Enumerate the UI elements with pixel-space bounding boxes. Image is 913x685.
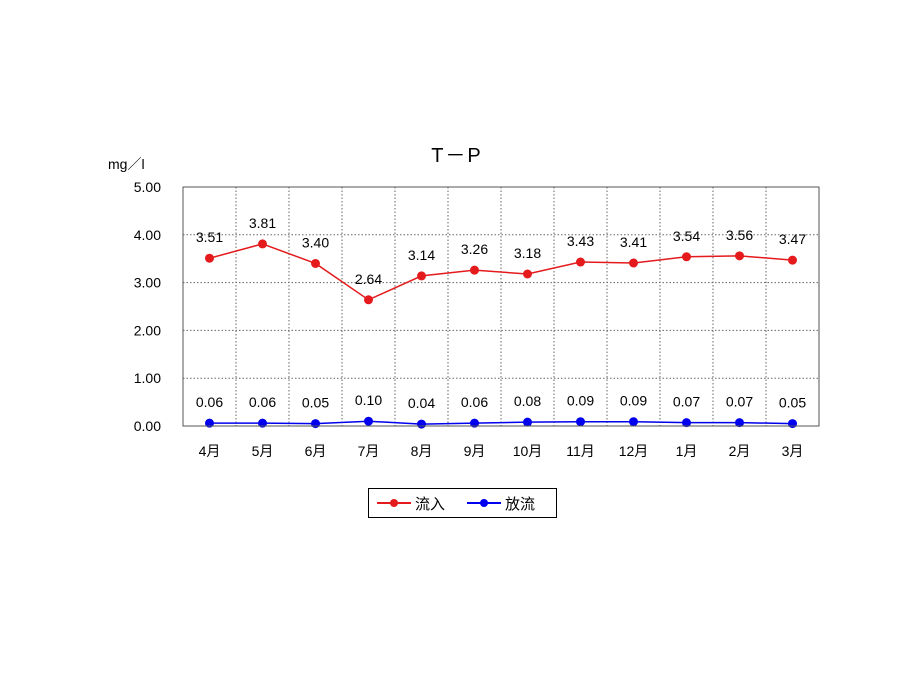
x-tick-label: 5月: [252, 443, 274, 459]
data-labels: 3.51 3.81 3.40 2.64 3.14 3.26 3.18 3.43 3.41 3.54…: [196, 215, 806, 411]
data-label: 0.07: [726, 394, 753, 410]
data-label: 0.06: [196, 394, 223, 410]
data-point: [470, 418, 479, 428]
x-tick-label: 3月: [782, 443, 804, 459]
data-point: [417, 419, 426, 429]
data-point: [788, 255, 797, 265]
data-point: [258, 418, 267, 428]
data-label: 3.81: [249, 215, 276, 231]
data-label: 3.40: [302, 234, 329, 250]
data-point: [417, 271, 426, 281]
y-tick-label: 2.00: [134, 322, 161, 338]
data-label: 3.47: [779, 231, 806, 247]
x-tick-label: 4月: [199, 443, 221, 459]
data-point: [682, 252, 691, 262]
data-point: [470, 265, 479, 275]
plot-area-frame: [182, 186, 820, 427]
y-tick-label: 0.00: [134, 418, 161, 434]
data-point: [629, 417, 638, 427]
x-tick-label: 7月: [358, 443, 380, 459]
data-point: [364, 295, 373, 305]
data-point: [311, 258, 320, 268]
data-point: [682, 418, 691, 428]
x-tick-label: 1月: [676, 443, 698, 459]
legend-item-inflow: 流入: [377, 493, 445, 513]
y-tick-label: 5.00: [134, 179, 161, 195]
data-label: 0.10: [355, 392, 382, 408]
x-tick-label: 2月: [729, 443, 751, 459]
data-point: [311, 419, 320, 429]
data-point: [205, 418, 214, 428]
data-label: 0.06: [249, 394, 276, 410]
data-label: 3.26: [461, 241, 488, 257]
data-point: [788, 419, 797, 429]
data-point: [523, 417, 532, 427]
data-point: [258, 239, 267, 249]
legend-label-inflow: 流入: [415, 495, 446, 513]
y-axis-ticks: 0.00 1.00 2.00 3.00 4.00 5.00: [134, 179, 161, 434]
data-point: [576, 417, 585, 427]
data-label: 0.08: [514, 393, 541, 409]
data-label: 3.14: [408, 247, 435, 263]
x-tick-label: 9月: [464, 443, 486, 459]
data-label: 3.18: [514, 245, 541, 261]
data-point: [364, 416, 373, 426]
data-label: 3.43: [567, 233, 594, 249]
data-label: 0.05: [302, 395, 329, 411]
y-tick-label: 3.00: [134, 275, 161, 291]
chart-title: T－P: [431, 145, 483, 167]
data-label: 3.56: [726, 227, 753, 243]
data-label: 0.07: [673, 394, 700, 410]
data-point: [735, 418, 744, 428]
series-line-1: [209, 420, 793, 425]
y-tick-label: 1.00: [134, 370, 161, 386]
legend-label-outflow: 放流: [505, 495, 536, 513]
y-tick-label: 4.00: [134, 227, 161, 243]
data-point: [735, 251, 744, 261]
data-label: 0.04: [408, 395, 435, 411]
x-tick-label: 6月: [305, 443, 327, 459]
data-label: 3.41: [620, 234, 647, 250]
x-tick-label: 10月: [513, 443, 543, 459]
grid: [183, 187, 819, 426]
data-label: 3.54: [673, 228, 700, 244]
x-tick-label: 12月: [619, 443, 649, 459]
x-tick-label: 11月: [566, 443, 595, 459]
data-point: [576, 257, 585, 267]
x-tick-label: 8月: [411, 443, 433, 459]
data-point: [205, 253, 214, 263]
data-point: [523, 269, 532, 279]
series-line-0: [209, 243, 793, 301]
legend: 流入 放流: [368, 488, 557, 518]
data-point: [629, 258, 638, 268]
data-label: 0.09: [620, 393, 647, 409]
legend-swatch-outflow: [467, 495, 501, 511]
data-label: 3.51: [196, 229, 223, 245]
data-label: 0.05: [779, 395, 806, 411]
data-label: 2.64: [355, 271, 382, 287]
data-label: 0.09: [567, 393, 594, 409]
legend-item-outflow: 放流: [467, 493, 535, 513]
x-axis-ticks: 4月 5月 6月 7月 8月 9月 10月 11月 12月 1月 2月 3月: [199, 443, 804, 459]
data-label: 0.06: [461, 394, 488, 410]
y-axis-unit: mg／l: [108, 156, 145, 172]
legend-swatch-inflow: [377, 495, 411, 511]
